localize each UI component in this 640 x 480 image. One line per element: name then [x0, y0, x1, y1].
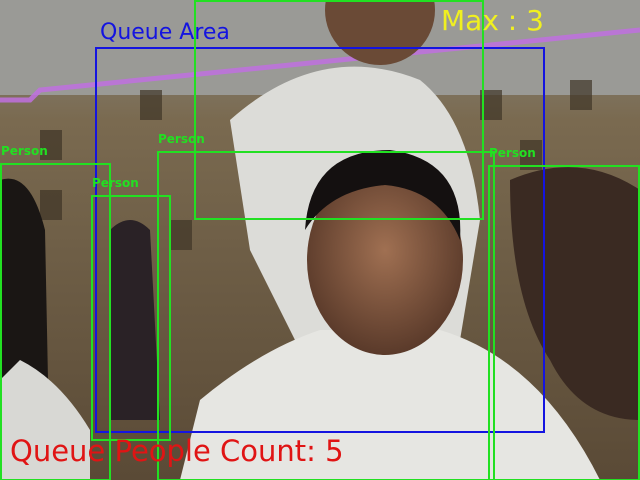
person-label: Person: [92, 176, 139, 190]
person-box: [488, 165, 640, 480]
person-box: [0, 163, 111, 480]
person-label: Person: [158, 132, 205, 146]
queue-area-box: [95, 47, 545, 433]
person-box: [157, 151, 495, 480]
person-label: Person: [1, 144, 48, 158]
max-label: Max : 3: [441, 4, 544, 37]
queue-count-label: Queue People Count: 5: [10, 434, 344, 468]
queue-area-label: Queue Area: [100, 20, 230, 45]
person-label: Person: [489, 146, 536, 160]
person-box: [194, 0, 484, 220]
person-box: [91, 195, 171, 441]
